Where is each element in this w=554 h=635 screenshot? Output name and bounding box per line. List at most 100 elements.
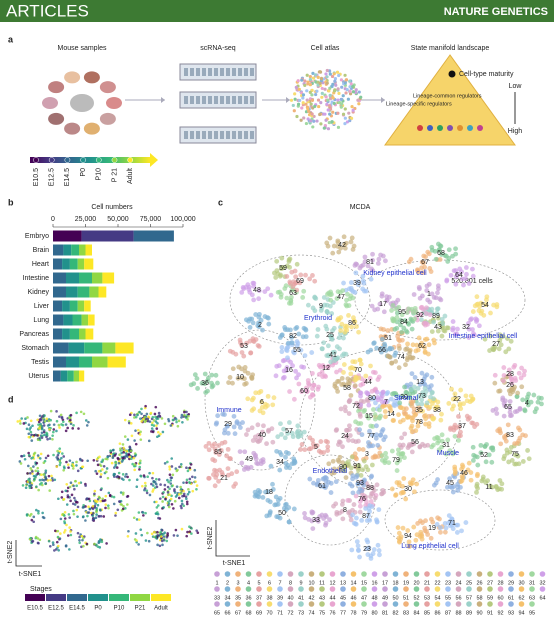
cell-dot: [463, 265, 469, 270]
cell-dot: [345, 376, 351, 382]
cell-dot: [171, 473, 175, 477]
cell-dot: [364, 413, 370, 419]
cell-dot: [231, 413, 237, 419]
cell-dot: [357, 509, 363, 515]
cell-dot: [222, 427, 228, 433]
cell-dot: [400, 417, 406, 423]
axis-arrows: [215, 520, 250, 557]
chip-well: [184, 68, 188, 76]
cell-dot: [517, 427, 523, 433]
cell-dot: [323, 323, 329, 329]
cell-dot: [95, 513, 98, 516]
cell-dot: [413, 348, 419, 354]
legend-dot: [350, 601, 357, 607]
legend-label: 21: [424, 580, 430, 586]
cell-dot: [298, 447, 303, 452]
system-label: Erythroid: [304, 315, 332, 322]
bar-segment: [60, 370, 68, 382]
cell-dot: [472, 424, 477, 430]
cell-dot: [33, 477, 36, 481]
section-title: ARTICLES: [6, 1, 89, 20]
cell-dot: [69, 499, 72, 503]
cell-dot: [375, 442, 381, 448]
cell-dot: [138, 468, 141, 471]
cell-dot: [53, 478, 57, 482]
cell-dot: [98, 496, 101, 499]
cell-dot: [416, 394, 422, 399]
cell-dot: [81, 538, 84, 542]
cluster-label: 77: [367, 433, 375, 440]
cell-dot: [59, 532, 62, 535]
y-tick-label: Embryo: [25, 233, 49, 240]
cell-dot: [278, 421, 283, 427]
legend-label: 87: [445, 610, 451, 616]
chip-well: [232, 68, 236, 76]
cell-dot: [136, 428, 140, 432]
cell-dot: [356, 489, 362, 495]
y-tick-label: Brain: [33, 247, 49, 254]
stage-label: E12.5: [49, 168, 56, 186]
cell-dot: [166, 478, 169, 482]
cell-dot: [406, 539, 412, 545]
cell-dot: [366, 483, 371, 489]
cell-dot: [470, 457, 476, 463]
cluster-label: 84: [400, 319, 408, 326]
cell-dot: [69, 533, 73, 537]
legend-dot: [245, 601, 252, 607]
atlas-dot: [335, 70, 340, 74]
cell-dot: [520, 397, 526, 403]
bar-segment: [92, 272, 103, 284]
legend-swatch: [130, 594, 150, 601]
legend-dot: [445, 601, 451, 607]
legend-dot: [319, 601, 325, 607]
cell-dot: [368, 494, 373, 499]
cell-dot: [214, 472, 220, 478]
cell-dot: [456, 433, 462, 439]
legend-label: 22: [434, 580, 440, 586]
legend-dot: [487, 601, 493, 607]
cell-dot: [318, 483, 324, 489]
cell-dot: [24, 417, 27, 421]
cell-dot: [25, 427, 29, 431]
cell-dot: [423, 389, 429, 394]
cell-dot: [245, 427, 251, 433]
cell-dot: [298, 347, 304, 353]
cell-dot: [180, 499, 184, 503]
lineage-dot: [417, 125, 423, 131]
stage-dot: [48, 157, 55, 163]
atlas-dot: [328, 112, 332, 116]
cell-dot: [177, 419, 181, 423]
cell-dot: [265, 315, 271, 321]
cell-dot: [342, 404, 348, 410]
cell-dot: [117, 475, 121, 479]
system-label: Muscle: [437, 450, 459, 457]
cell-dot: [412, 489, 417, 495]
cell-dot: [379, 453, 385, 458]
cluster-label: 14: [387, 411, 395, 418]
cell-dot: [437, 257, 443, 262]
organ-icon: [99, 112, 116, 125]
legend-label: 34: [224, 595, 230, 601]
cell-dot: [66, 426, 69, 430]
cluster-label: 59: [279, 265, 287, 272]
cell-dot: [315, 386, 321, 392]
cell-dot: [482, 444, 488, 449]
cell-dot: [421, 253, 427, 259]
cell-dot: [421, 307, 426, 313]
cell-dot: [167, 502, 171, 505]
cell-dot: [476, 323, 482, 329]
atlas-dot: [334, 83, 338, 87]
cell-dot: [166, 460, 169, 464]
cell-dot: [354, 515, 359, 521]
cell-dot: [369, 432, 375, 438]
legend-dot: [371, 601, 378, 607]
cell-dot: [225, 446, 231, 452]
cell-dot: [471, 331, 476, 336]
atlas-dot: [343, 73, 347, 77]
cell-dot: [452, 469, 458, 475]
cell-dot: [188, 481, 192, 485]
cell-dot: [408, 425, 414, 431]
cell-dot: [57, 423, 61, 427]
y-tick-label: Liver: [34, 303, 50, 310]
cell-dot: [315, 327, 321, 332]
